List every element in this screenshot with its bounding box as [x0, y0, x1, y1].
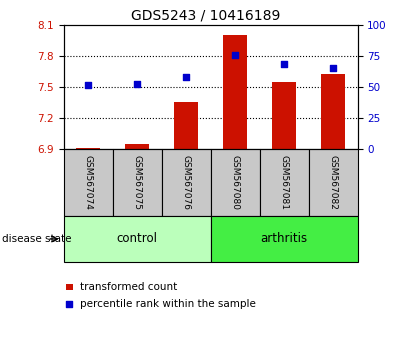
Bar: [272, 81, 296, 149]
Text: GSM567075: GSM567075: [133, 155, 142, 210]
Text: GSM567081: GSM567081: [279, 155, 289, 210]
Text: GDS5243 / 10416189: GDS5243 / 10416189: [131, 9, 280, 23]
Text: GSM567074: GSM567074: [84, 155, 93, 210]
Bar: [321, 74, 345, 149]
Bar: [260, 149, 309, 216]
Bar: [223, 35, 247, 149]
Text: disease state: disease state: [2, 234, 72, 244]
Bar: [64, 216, 210, 262]
Point: [134, 81, 141, 87]
Bar: [64, 149, 113, 216]
Text: percentile rank within the sample: percentile rank within the sample: [80, 299, 256, 309]
Text: GSM567082: GSM567082: [328, 155, 337, 210]
Bar: [309, 149, 358, 216]
Text: arthritis: arthritis: [261, 233, 308, 245]
Bar: [113, 149, 162, 216]
Point: [330, 65, 336, 71]
Bar: [76, 148, 100, 149]
Point: [232, 52, 238, 57]
Text: GSM567076: GSM567076: [182, 155, 191, 210]
Point: [183, 74, 189, 80]
Point: [281, 62, 287, 67]
Bar: [174, 102, 199, 149]
Point: [66, 302, 73, 307]
Text: control: control: [117, 233, 158, 245]
Text: transformed count: transformed count: [80, 282, 178, 292]
Bar: [211, 216, 358, 262]
Bar: [125, 143, 150, 149]
Bar: [66, 284, 73, 290]
Bar: [162, 149, 211, 216]
Point: [85, 82, 92, 88]
Text: GSM567080: GSM567080: [231, 155, 240, 210]
Bar: [211, 149, 260, 216]
